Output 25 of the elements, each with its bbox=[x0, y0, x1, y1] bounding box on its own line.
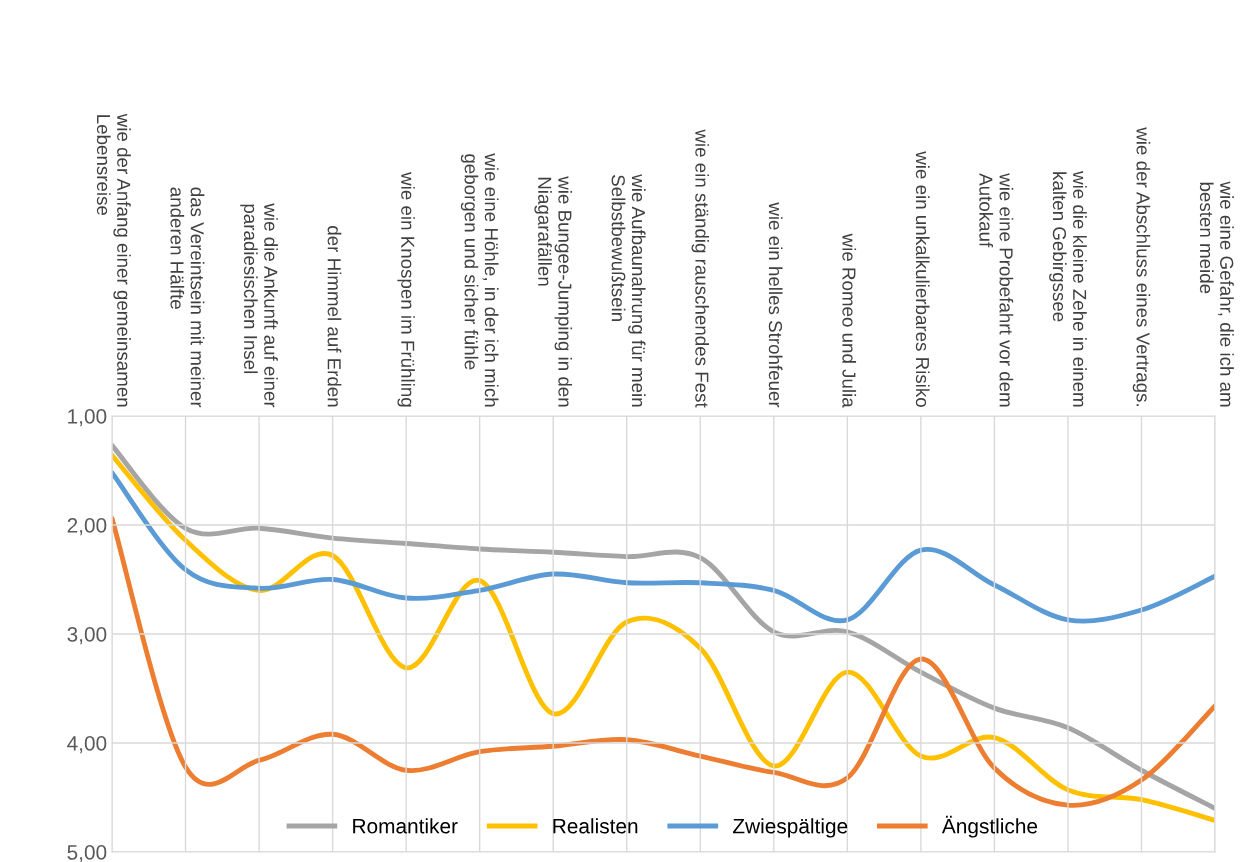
legend-label: Realisten bbox=[553, 818, 638, 834]
legend-label: Romantiker bbox=[353, 818, 458, 834]
y-tick-label: 4,00 bbox=[67, 736, 107, 754]
x-tick-label: wie Bungee-Jumping in den Niagarafällen bbox=[534, 176, 573, 407]
legend-label: Ängstliche bbox=[941, 815, 1038, 838]
x-tick-label: wie ein helles Strohfeuer bbox=[768, 202, 783, 408]
x-tick-label: das Vereintsein mit meiner anderen Hälfte bbox=[170, 187, 205, 408]
x-tick-label: wie Romeo und Julia bbox=[842, 233, 857, 408]
y-tick-label: 1,00 bbox=[68, 409, 107, 427]
legend-label: Zwiespältige bbox=[733, 818, 848, 838]
line-series bbox=[112, 516, 1215, 808]
y-tick-label: 3,00 bbox=[67, 627, 107, 645]
x-tick-label: wie ein Knospen im Frühling bbox=[397, 172, 415, 407]
x-tick-label: wie der Anfang einer gemeinsamen Lebensreise bbox=[96, 113, 131, 407]
x-tick-label: der Himmel auf Erden bbox=[327, 226, 342, 407]
x-tick-label: wie die Ankunft auf einer paradiesischen Insel bbox=[240, 203, 278, 408]
x-tick-label: wie ein ständig rauschendes Fest bbox=[691, 129, 710, 408]
y-tick-label: 2,00 bbox=[67, 518, 107, 536]
x-tick-label: wie eine Gefahr, die ich am besten meide bbox=[1199, 181, 1234, 407]
x-tick-label: wie eine Höhle, in der ich mich geborgen und sicher fühle bbox=[460, 153, 499, 407]
y-tick-label: 5,00 bbox=[67, 845, 107, 862]
x-tick-label: wie ein unkalkulierbares Risiko bbox=[915, 151, 930, 407]
line-series bbox=[112, 470, 1215, 624]
x-tick-label: wie eine Probefahrt vor dem Autokauf bbox=[979, 173, 1014, 407]
x-tick-label: wie der Abschluss eines Vertrags. bbox=[1132, 127, 1151, 406]
